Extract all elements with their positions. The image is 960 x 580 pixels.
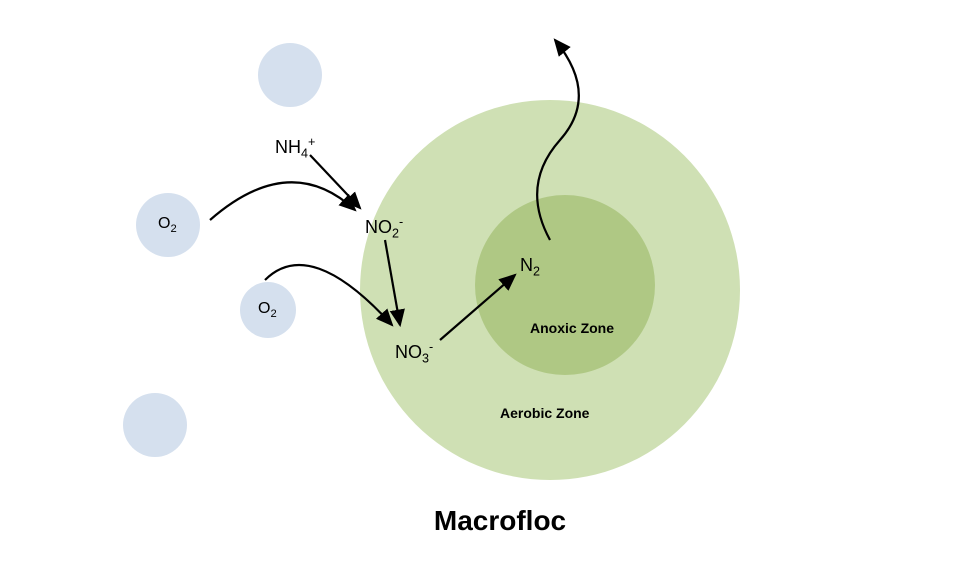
species-no3-label: NO3-	[395, 340, 433, 366]
oxygen-label: O2	[258, 300, 277, 320]
anoxic-zone-label: Anoxic Zone	[530, 320, 614, 336]
bubble	[123, 393, 187, 457]
nh4-to-no2-arrow	[310, 155, 360, 208]
oxygen-label: O2	[158, 215, 177, 235]
bubble	[258, 43, 322, 107]
diagram-title: Macrofloc	[380, 505, 620, 537]
species-nh4-label: NH4+	[275, 135, 315, 161]
anoxic-zone-circle	[475, 195, 655, 375]
diagram-stage: O2 O2 Aerobic Zone Anoxic Zone NH4+ NO2-…	[0, 0, 960, 580]
o2-to-no2-arrow	[210, 182, 355, 220]
aerobic-zone-label: Aerobic Zone	[500, 405, 589, 421]
species-n2-label: N2	[520, 255, 540, 279]
species-no2-label: NO2-	[365, 215, 403, 241]
